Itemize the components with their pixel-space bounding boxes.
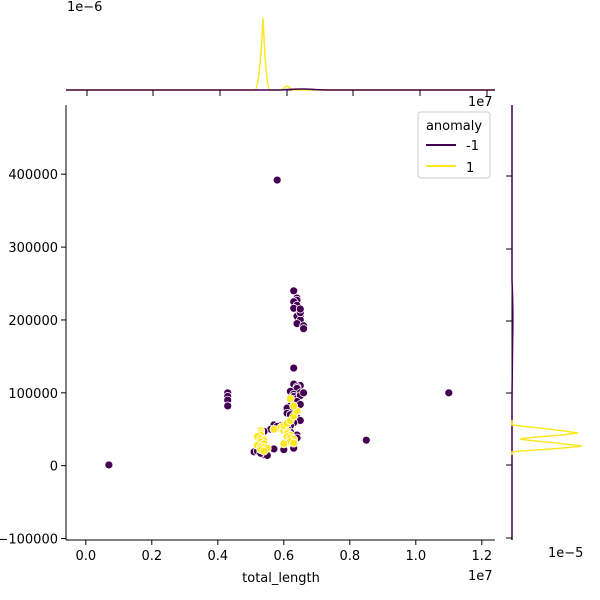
right-marginal-ticks	[506, 175, 512, 539]
scatter-point-anomaly-neg1	[295, 304, 305, 314]
scatter-point-anomaly-pos1	[259, 446, 269, 456]
scatter-point-anomaly-pos1	[289, 438, 299, 448]
scatter-point-anomaly-neg1	[223, 401, 233, 411]
y-tick-label: 400000	[8, 168, 58, 183]
main-axes: 0.0 0.2 0.4 0.6 0.8 1.0 1.2 −100000 0 100000 2000…	[0, 95, 495, 586]
scatter-point-anomaly-pos1	[279, 439, 289, 449]
scatter-point-anomaly-neg1	[444, 388, 454, 398]
scatter-point-anomaly-neg1	[299, 324, 309, 334]
y-tick-label: 0	[50, 460, 58, 475]
x-axis-offset-label: 1e7	[468, 95, 493, 110]
scatter-point-anomaly-neg1	[289, 363, 299, 373]
x-axis-label: total_length	[242, 571, 320, 586]
legend-title: anomaly	[426, 119, 482, 134]
right-marginal-density-purple	[511, 105, 514, 540]
scatter-point-anomaly-neg1	[104, 460, 114, 470]
top-marginal-density-yellow	[66, 17, 495, 91]
top-marginal-ticks	[86, 90, 488, 96]
right-marginal: 1e−5	[506, 105, 583, 561]
top-marginal-density-purple	[66, 88, 495, 91]
x-tick-label: 0.8	[339, 549, 360, 564]
y-tick-label: 100000	[8, 387, 58, 402]
x-tick-label: 0.0	[75, 549, 96, 564]
x-ticks: 0.0 0.2 0.4 0.6 0.8 1.0 1.2	[75, 540, 492, 564]
y-ticks: −100000 0 100000 200000 300000 400000	[0, 168, 66, 548]
top-marginal-offset-label: 1e−6	[67, 0, 102, 15]
x-tick-label: 1.0	[405, 549, 426, 564]
scatter-point-anomaly-pos1	[285, 394, 295, 404]
top-marginal: 1e−6	[66, 0, 495, 96]
y-tick-label: 300000	[8, 241, 58, 256]
legend-label-pos1: 1	[466, 161, 474, 176]
x-tick-label: 1.2	[471, 549, 492, 564]
x-axis-offset-label-bottom: 1e7	[468, 569, 493, 584]
scatter-point-anomaly-neg1	[299, 388, 309, 398]
legend-label-neg1: -1	[466, 139, 479, 154]
scatter-points	[104, 175, 454, 470]
x-tick-label: 0.6	[273, 549, 294, 564]
legend: anomaly -1 1	[417, 111, 491, 179]
scatter-point-anomaly-neg1	[289, 286, 299, 296]
right-marginal-offset-label: 1e−5	[548, 546, 583, 561]
x-tick-label: 0.4	[207, 549, 228, 564]
scatter-point-anomaly-pos1	[269, 424, 279, 434]
scatter-point-anomaly-pos1	[289, 401, 299, 411]
y-tick-label: −100000	[0, 533, 58, 548]
scatter-point-anomaly-neg1	[361, 435, 371, 445]
scatter-point-anomaly-neg1	[272, 175, 282, 185]
x-tick-label: 0.2	[141, 549, 162, 564]
y-tick-label: 200000	[8, 314, 58, 329]
right-marginal-density-yellow	[511, 420, 583, 455]
